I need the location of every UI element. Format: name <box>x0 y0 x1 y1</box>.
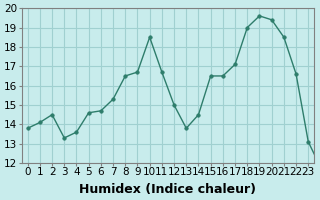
X-axis label: Humidex (Indice chaleur): Humidex (Indice chaleur) <box>79 183 256 196</box>
